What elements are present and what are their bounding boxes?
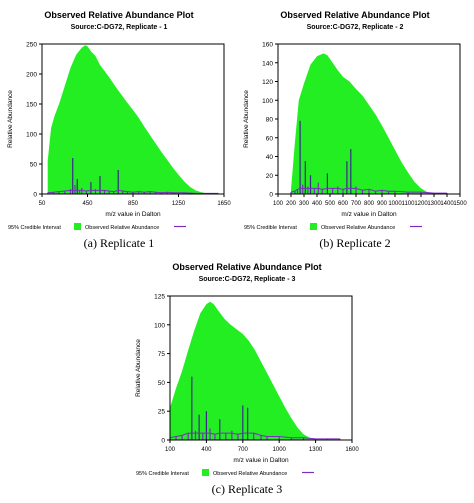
legend-swatch-credible-interval: [74, 223, 81, 230]
y-tick-label: 0: [269, 192, 273, 199]
x-tick-label: 900: [377, 201, 388, 207]
y-tick-label: 0: [161, 438, 165, 445]
x-tick-label: 400: [312, 201, 323, 207]
x-tick-label: 450: [82, 201, 93, 207]
chart-caption: (a) Replicate 1: [83, 236, 155, 250]
plot-frame: [169, 295, 353, 441]
y-axis-label: Relative Abundance: [7, 90, 14, 148]
x-axis-label: m/z value in Dalton: [105, 211, 161, 218]
legend-label-credible-interval: 95% Credible Intervat: [136, 471, 189, 477]
legend-label-observed: Observed Relative Abundance: [321, 225, 395, 231]
y-tick-label: 140: [262, 60, 273, 67]
x-axis-label: m/z value in Dalton: [341, 211, 397, 218]
legend-swatch-credible-interval: [202, 469, 209, 476]
y-tick-label: 25: [158, 409, 166, 416]
x-tick-label: 100: [273, 201, 284, 207]
credible-interval-area: [170, 301, 316, 440]
chart-panel-replicate-1: Observed Relative Abundance Plot Source:C…: [2, 4, 236, 252]
y-tick-label: 160: [262, 42, 273, 49]
y-tick-label: 75: [158, 351, 166, 358]
legend-swatch-credible-interval: [310, 223, 317, 230]
x-tick-label: 600: [338, 201, 349, 207]
chart-caption: (b) Replicate 2: [319, 236, 391, 250]
x-tick-label: 1000: [388, 201, 402, 207]
y-tick-label: 125: [154, 294, 165, 301]
chart-panel-replicate-2: Observed Relative Abundance Plot Source:C…: [238, 4, 472, 252]
chart-title: Observed Relative Abundance Plot: [280, 10, 429, 20]
y-tick-label: 100: [154, 322, 165, 329]
x-tick-label: 1400: [440, 201, 454, 207]
x-tick-label: 300: [299, 201, 310, 207]
chart-subtitle: Source:C-DG72, Replicate - 1: [71, 24, 168, 31]
observed-abundance-line: [290, 187, 447, 194]
observed-abundance-line: [169, 432, 340, 440]
y-tick-label: 100: [262, 98, 273, 105]
y-tick-label: 100: [26, 132, 37, 139]
legend-label-observed: Observed Relative Abundance: [85, 225, 159, 231]
y-tick-label: 150: [26, 102, 37, 109]
legend-label-credible-interval: 95% Credible Intervat: [244, 225, 297, 231]
chart-title: Observed Relative Abundance Plot: [44, 10, 193, 20]
y-axis-label: Relative Abundance: [135, 339, 142, 397]
x-tick-label: 1600: [345, 447, 359, 453]
x-tick-label: 1300: [427, 201, 441, 207]
y-tick-label: 200: [26, 72, 37, 79]
legend-label-credible-interval: 95% Credible Intervat: [8, 225, 61, 231]
chart-title: Observed Relative Abundance Plot: [172, 262, 321, 272]
x-axis-label: m/z value in Dalton: [233, 457, 289, 464]
x-tick-label: 700: [238, 447, 249, 453]
x-tick-label: 1000: [273, 447, 287, 453]
y-tick-label: 50: [30, 162, 38, 169]
x-tick-label: 850: [128, 201, 139, 207]
y-tick-label: 120: [262, 79, 273, 86]
x-tick-label: 1500: [453, 201, 467, 207]
credible-interval-area: [291, 53, 434, 194]
y-axis-label: Relative Abundance: [243, 90, 250, 148]
x-tick-label: 1200: [414, 201, 428, 207]
y-tick-label: 60: [266, 135, 274, 142]
chart-subtitle: Source:C-DG72, Replicate - 3: [199, 276, 296, 283]
chart-svg-replicate-2: Observed Relative Abundance Plot Source:C…: [243, 10, 467, 231]
x-tick-label: 500: [325, 201, 336, 207]
y-tick-label: 0: [33, 192, 37, 199]
credible-interval-area: [47, 45, 207, 195]
x-tick-label: 100: [165, 447, 176, 453]
legend-label-observed: Observed Relative Abundance: [213, 471, 287, 477]
x-tick-label: 1300: [309, 447, 323, 453]
chart-svg-replicate-3: Observed Relative Abundance Plot Source:C…: [135, 262, 359, 477]
y-tick-label: 250: [26, 42, 37, 49]
y-tick-label: 20: [266, 173, 274, 180]
x-tick-label: 1250: [172, 201, 186, 207]
x-tick-label: 400: [201, 447, 212, 453]
x-tick-label: 800: [364, 201, 375, 207]
x-tick-label: 1650: [217, 201, 231, 207]
x-tick-label: 200: [286, 201, 297, 207]
chart-panel-replicate-3: Observed Relative Abundance Plot Source:C…: [130, 256, 364, 500]
y-tick-label: 40: [266, 154, 274, 161]
x-tick-label: 50: [39, 201, 46, 207]
x-tick-label: 700: [351, 201, 362, 207]
observed-abundance-line: [47, 189, 219, 194]
chart-subtitle: Source:C-DG72, Replicate - 2: [307, 24, 404, 31]
chart-svg-replicate-1: Observed Relative Abundance Plot Source:C…: [7, 10, 231, 231]
y-tick-label: 50: [158, 380, 166, 387]
chart-caption: (c) Replicate 3: [211, 482, 283, 496]
x-tick-label: 1100: [402, 201, 416, 207]
y-tick-label: 80: [266, 117, 274, 124]
